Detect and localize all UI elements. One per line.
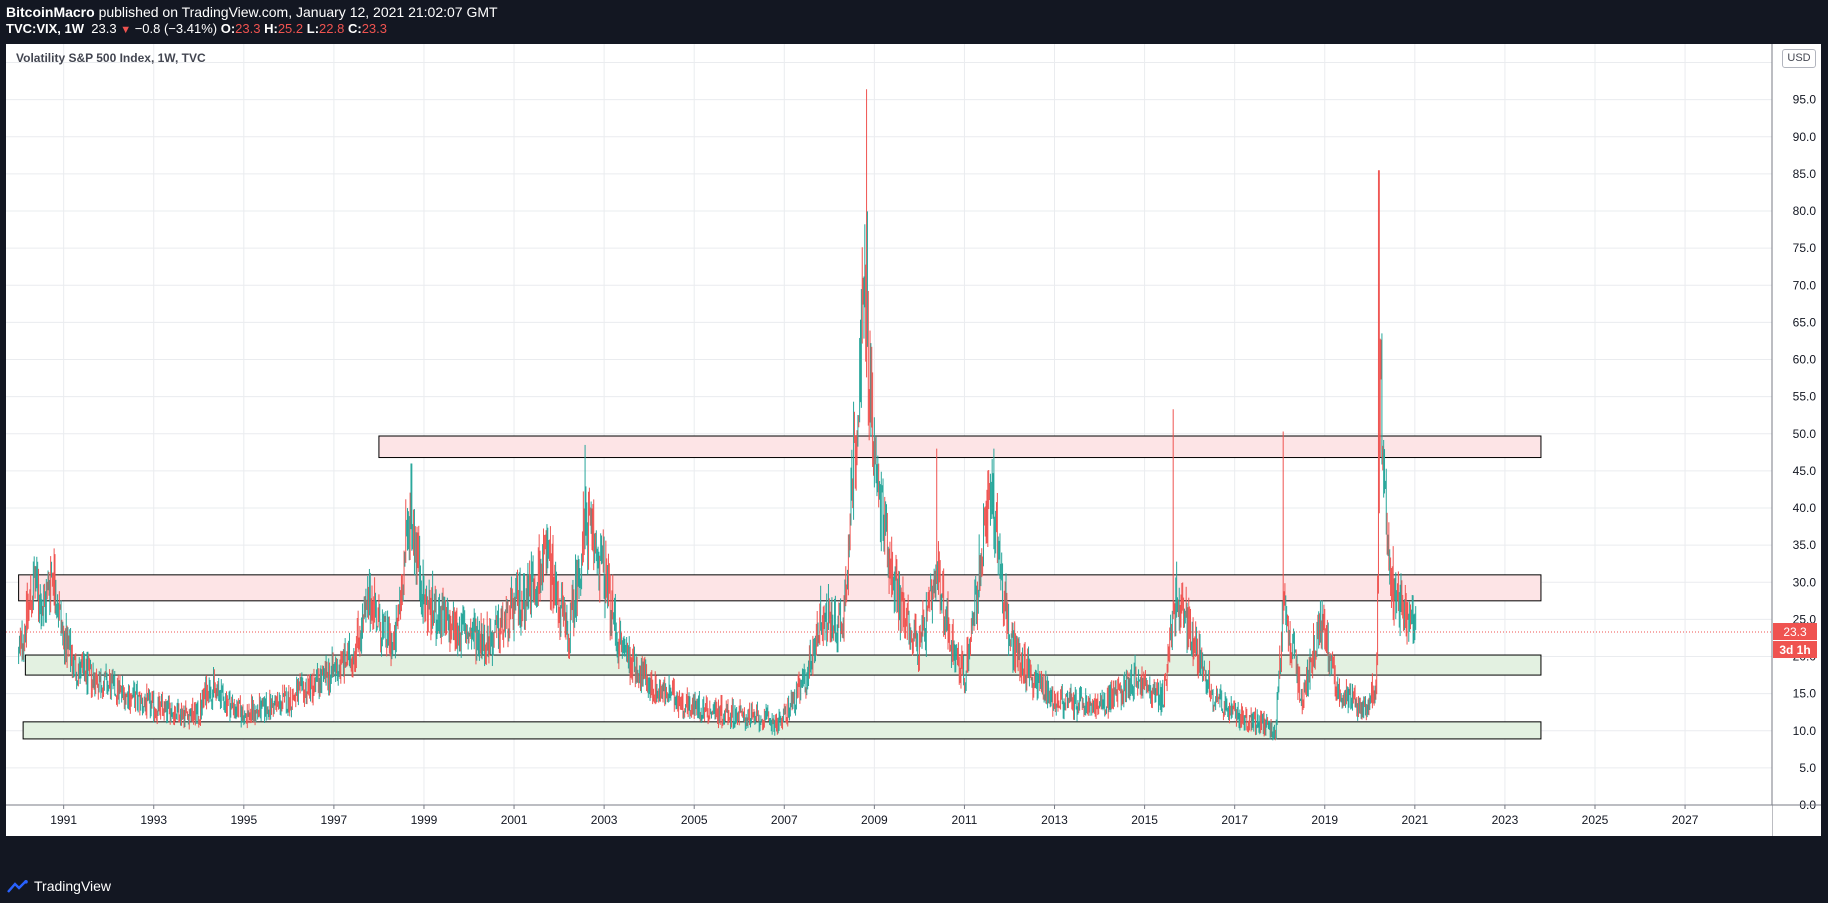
price-change: −0.8 (−3.41%) <box>134 21 218 36</box>
x-tick-label-6: 2003 <box>591 813 618 827</box>
x-tick-label-18: 2027 <box>1672 813 1699 827</box>
x-tick-label-1: 1993 <box>140 813 167 827</box>
low-value: 22.8 <box>319 21 345 36</box>
y-tick-label-11: 55.0 <box>1793 390 1817 404</box>
x-tick-label-9: 2009 <box>861 813 888 827</box>
x-tick-label-17: 2025 <box>1582 813 1609 827</box>
x-tick-label-2: 1995 <box>230 813 257 827</box>
x-tick-label-13: 2017 <box>1221 813 1248 827</box>
y-tick-label-18: 90.0 <box>1793 130 1817 144</box>
y-tick-label-7: 35.0 <box>1793 538 1817 552</box>
x-tick-label-0: 1991 <box>50 813 77 827</box>
chart-header: BitcoinMacro published on TradingView.co… <box>0 0 1828 44</box>
x-tick-label-14: 2019 <box>1311 813 1338 827</box>
price-label: 23.3 <box>1783 625 1807 639</box>
chart-area[interactable]: 0.05.010.015.020.025.030.035.040.045.050… <box>6 44 1821 836</box>
y-tick-label-5: 25.0 <box>1793 612 1817 626</box>
close-value: 23.3 <box>361 21 388 36</box>
support-zone-2[interactable] <box>24 654 1542 676</box>
resistance-zone-1[interactable] <box>18 574 1542 602</box>
chart-title: Volatility S&P 500 Index, 1W, TVC <box>16 51 206 65</box>
ohlc-bar: TVC:VIX, 1W 23.3 ▼ −0.8 (−3.41%) O:23.3 … <box>6 21 387 36</box>
y-tick-label-15: 75.0 <box>1793 241 1817 255</box>
y-tick-label-12: 60.0 <box>1793 353 1817 367</box>
chart-svg[interactable]: 0.05.010.015.020.025.030.035.040.045.050… <box>6 44 1821 836</box>
footer: TradingView <box>0 872 1828 903</box>
y-tick-label-10: 50.0 <box>1793 427 1817 441</box>
x-tick-label-11: 2013 <box>1041 813 1068 827</box>
y-tick-label-9: 45.0 <box>1793 464 1817 478</box>
published-text: published on TradingView.com, January 12… <box>98 4 498 20</box>
y-tick-label-13: 65.0 <box>1793 315 1817 329</box>
resistance-zone-0[interactable] <box>378 435 1542 459</box>
tradingview-logo-icon[interactable] <box>6 880 30 894</box>
open-value: 23.3 <box>235 21 261 36</box>
y-tick-label-2: 10.0 <box>1793 724 1817 738</box>
x-tick-label-5: 2001 <box>501 813 528 827</box>
x-tick-label-3: 1997 <box>321 813 348 827</box>
x-tick-label-8: 2007 <box>771 813 798 827</box>
author-name[interactable]: BitcoinMacro <box>6 4 95 20</box>
symbol-label[interactable]: TVC:VIX, 1W <box>6 21 85 36</box>
price-label-box <box>1773 623 1817 641</box>
publish-info: BitcoinMacro published on TradingView.co… <box>6 4 498 20</box>
close-label: C: <box>347 21 362 36</box>
price-axis[interactable] <box>1772 44 1821 836</box>
y-tick-label-3: 15.0 <box>1793 687 1817 701</box>
currency-button[interactable]: USD <box>1782 49 1816 68</box>
x-tick-label-15: 2021 <box>1401 813 1428 827</box>
x-tick-label-12: 2015 <box>1131 813 1158 827</box>
x-tick-label-4: 1999 <box>411 813 438 827</box>
x-tick-label-10: 2011 <box>952 813 978 827</box>
last-price: 23.3 <box>91 21 117 36</box>
down-arrow-icon: ▼ <box>120 24 132 36</box>
high-label: H: <box>264 21 278 36</box>
y-tick-label-1: 5.0 <box>1799 761 1816 775</box>
y-tick-label-19: 95.0 <box>1793 93 1817 107</box>
y-tick-label-14: 70.0 <box>1793 278 1817 292</box>
footer-brand[interactable]: TradingView <box>34 878 112 894</box>
y-tick-label-17: 85.0 <box>1793 167 1817 181</box>
y-tick-label-16: 80.0 <box>1793 204 1817 218</box>
y-tick-label-8: 40.0 <box>1793 501 1817 515</box>
low-label: L: <box>306 21 320 36</box>
high-value: 25.2 <box>277 21 304 36</box>
x-tick-label-7: 2005 <box>681 813 708 827</box>
countdown-label: 3d 1h <box>1779 643 1810 657</box>
y-tick-label-6: 30.0 <box>1793 575 1817 589</box>
open-label: O: <box>220 21 236 36</box>
countdown-label-box <box>1773 641 1817 659</box>
time-axis[interactable] <box>6 805 1772 836</box>
x-tick-label-16: 2023 <box>1492 813 1519 827</box>
